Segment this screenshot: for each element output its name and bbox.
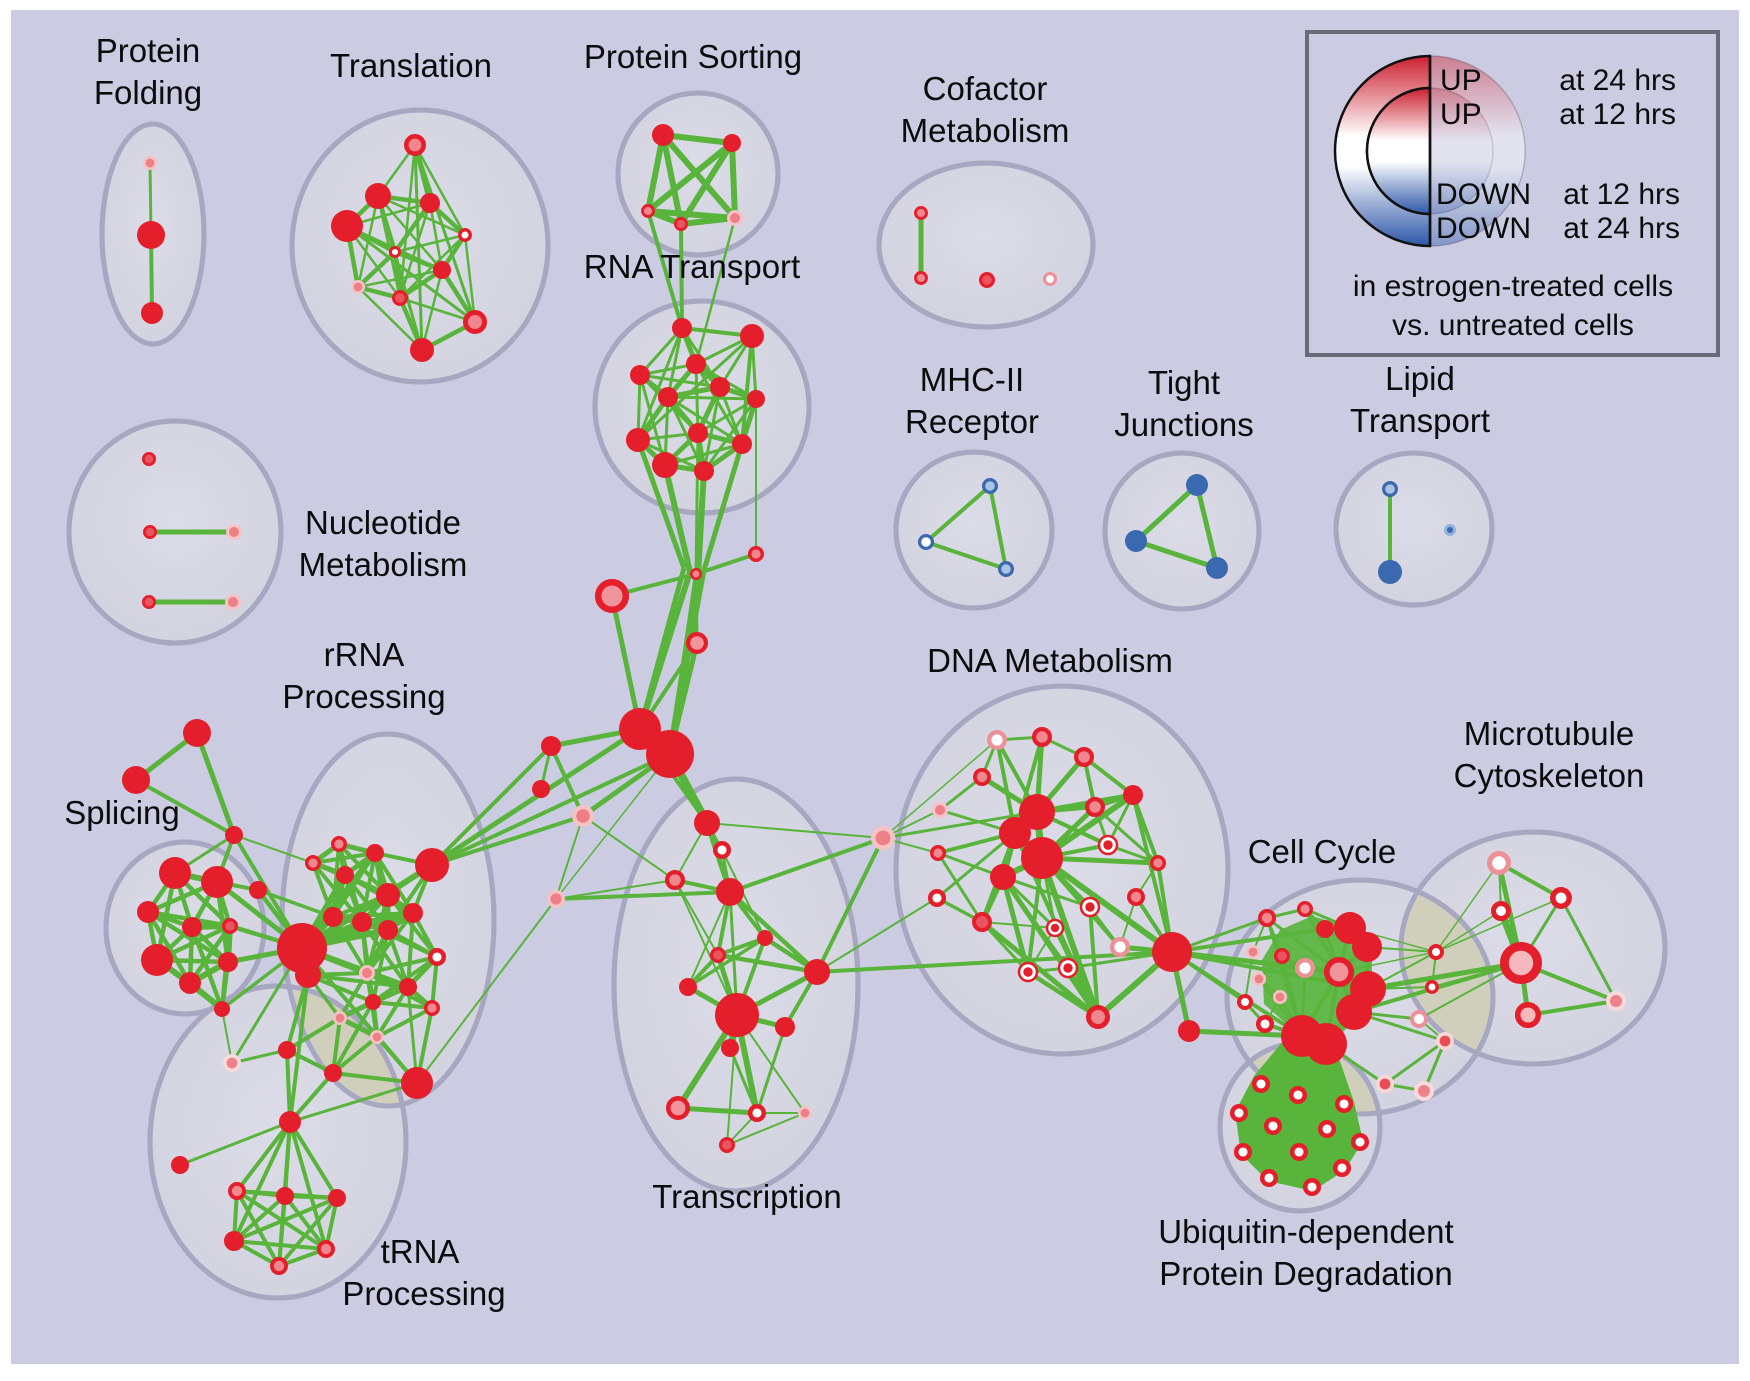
svg-text:tRNA: tRNA (381, 1233, 460, 1270)
svg-text:at 24 hrs: at 24 hrs (1559, 64, 1676, 97)
svg-text:Nucleotide: Nucleotide (305, 504, 461, 541)
svg-text:Processing: Processing (342, 1275, 505, 1312)
svg-text:DNA Metabolism: DNA Metabolism (927, 642, 1173, 679)
svg-text:Protein Degradation: Protein Degradation (1159, 1255, 1453, 1292)
svg-text:Folding: Folding (94, 74, 202, 111)
svg-text:DOWN: DOWN (1436, 212, 1531, 245)
svg-text:UP: UP (1440, 98, 1482, 131)
svg-text:Cytoskeleton: Cytoskeleton (1454, 757, 1645, 794)
svg-text:Receptor: Receptor (905, 403, 1039, 440)
svg-text:Metabolism: Metabolism (299, 546, 468, 583)
svg-text:Junctions: Junctions (1114, 406, 1253, 443)
svg-text:Metabolism: Metabolism (901, 112, 1070, 149)
svg-text:Tight: Tight (1148, 364, 1220, 401)
svg-text:Cofactor: Cofactor (923, 70, 1048, 107)
svg-text:at 24 hrs: at 24 hrs (1563, 212, 1680, 245)
svg-text:Lipid: Lipid (1385, 360, 1455, 397)
svg-text:Transport: Transport (1350, 402, 1490, 439)
svg-text:in estrogen-treated cells: in estrogen-treated cells (1353, 270, 1673, 303)
svg-text:at 12 hrs: at 12 hrs (1563, 178, 1680, 211)
svg-text:Transcription: Transcription (652, 1178, 842, 1215)
svg-text:Splicing: Splicing (64, 794, 180, 831)
svg-text:Protein: Protein (96, 32, 201, 69)
svg-text:Microtubule: Microtubule (1464, 715, 1635, 752)
svg-text:vs. untreated cells: vs. untreated cells (1392, 309, 1634, 342)
svg-text:Processing: Processing (282, 678, 445, 715)
svg-text:Ubiquitin-dependent: Ubiquitin-dependent (1158, 1213, 1453, 1250)
svg-text:MHC-II: MHC-II (920, 361, 1024, 398)
svg-text:UP: UP (1440, 64, 1482, 97)
svg-text:DOWN: DOWN (1436, 178, 1531, 211)
svg-text:rRNA: rRNA (324, 636, 405, 673)
svg-text:Translation: Translation (330, 47, 492, 84)
svg-text:Protein Sorting: Protein Sorting (584, 38, 802, 75)
svg-text:at 12 hrs: at 12 hrs (1559, 98, 1676, 131)
svg-text:RNA Transport: RNA Transport (584, 248, 800, 285)
svg-text:Cell Cycle: Cell Cycle (1248, 833, 1397, 870)
